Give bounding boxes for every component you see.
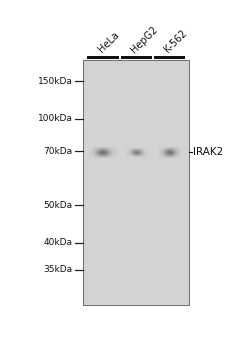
- Text: HeLa: HeLa: [96, 30, 121, 55]
- Text: 50kDa: 50kDa: [44, 201, 73, 210]
- Bar: [154, 56, 185, 59]
- Bar: [121, 56, 152, 59]
- Text: K-562: K-562: [162, 28, 189, 55]
- Text: IRAK2: IRAK2: [193, 147, 223, 158]
- Bar: [87, 56, 119, 59]
- Text: 100kDa: 100kDa: [38, 114, 73, 123]
- Bar: [83, 60, 189, 305]
- Text: HepG2: HepG2: [129, 24, 160, 55]
- Text: 35kDa: 35kDa: [44, 265, 73, 274]
- Text: 40kDa: 40kDa: [44, 238, 73, 247]
- Text: 150kDa: 150kDa: [38, 77, 73, 86]
- Text: 70kDa: 70kDa: [44, 147, 73, 156]
